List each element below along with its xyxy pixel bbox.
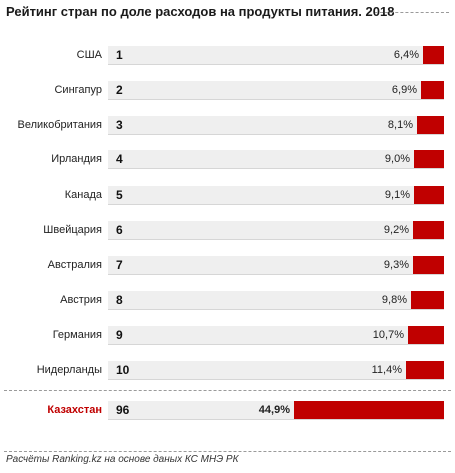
bar-row: Ирландия 4 9,0% <box>0 148 455 170</box>
title-divider <box>375 12 449 13</box>
category-label: Великобритания <box>17 119 102 131</box>
category-label: Швейцария <box>43 224 102 236</box>
rank-label: 2 <box>116 83 123 97</box>
rank-label: 5 <box>116 188 123 202</box>
bar-row: Канада 5 9,1% <box>0 184 455 206</box>
value-label: 6,4% <box>393 49 419 61</box>
bar <box>423 46 444 64</box>
bar <box>413 221 444 239</box>
rank-label: 3 <box>116 118 123 132</box>
bar-track <box>108 150 444 169</box>
value-label: 44,9% <box>258 404 290 416</box>
bar <box>411 291 444 309</box>
category-label: Ирландия <box>51 153 102 165</box>
value-label: 10,7% <box>372 329 404 341</box>
value-label: 8,1% <box>387 119 413 131</box>
value-label: 9,8% <box>381 294 407 306</box>
category-label: Австрия <box>60 294 102 306</box>
rank-label: 6 <box>116 223 123 237</box>
chart-title: Рейтинг стран по доле расходов на продук… <box>6 4 395 19</box>
bar-row: Великобритания 3 8,1% <box>0 114 455 136</box>
bar-row: США 1 6,4% <box>0 44 455 66</box>
bar-track <box>108 291 444 310</box>
category-label: Сингапур <box>54 84 102 96</box>
bar-track <box>108 46 444 65</box>
bar <box>414 186 444 204</box>
bar <box>414 150 444 168</box>
value-label: 9,1% <box>384 189 410 201</box>
bar <box>408 326 444 344</box>
bar-track <box>108 256 444 275</box>
bar-track <box>108 81 444 100</box>
bar-row: Казахстан 96 44,9% <box>0 399 455 421</box>
category-label: Казахстан <box>47 404 102 416</box>
bar <box>417 116 444 134</box>
category-label: Канада <box>64 189 102 201</box>
rank-label: 96 <box>116 403 130 417</box>
rank-label: 1 <box>116 48 123 62</box>
bar-track <box>108 221 444 240</box>
category-label: США <box>76 49 102 61</box>
category-label: Нидерланды <box>36 364 102 376</box>
bar <box>421 81 444 99</box>
value-label: 11,4% <box>371 364 402 376</box>
category-label: Германия <box>52 329 102 341</box>
bar <box>413 256 444 274</box>
rank-label: 10 <box>116 363 130 377</box>
bar-track <box>108 361 444 380</box>
bar-track <box>108 116 444 135</box>
rank-label: 8 <box>116 293 123 307</box>
rank-label: 4 <box>116 152 123 166</box>
bar <box>294 401 444 419</box>
footer-divider <box>4 451 451 452</box>
source-note: Расчёты Ranking.kz на основе даных КС МН… <box>6 454 239 465</box>
rank-label: 7 <box>116 258 123 272</box>
bar-row: Нидерланды 10 11,4% <box>0 359 455 381</box>
bar-track <box>108 326 444 345</box>
bar-row: Германия 9 10,7% <box>0 324 455 346</box>
bar-track <box>108 186 444 205</box>
rank-label: 9 <box>116 328 123 342</box>
bar-row: Швейцария 6 9,2% <box>0 219 455 241</box>
bar-row: Австралия 7 9,3% <box>0 254 455 276</box>
bar-row: Сингапур 2 6,9% <box>0 79 455 101</box>
value-label: 9,2% <box>383 224 409 236</box>
value-label: 9,3% <box>383 259 409 271</box>
value-label: 6,9% <box>391 84 417 96</box>
bar-row: Австрия 8 9,8% <box>0 289 455 311</box>
bar <box>406 361 444 379</box>
value-label: 9,0% <box>384 153 410 165</box>
category-label: Австралия <box>47 259 102 271</box>
highlight-divider <box>4 390 451 391</box>
